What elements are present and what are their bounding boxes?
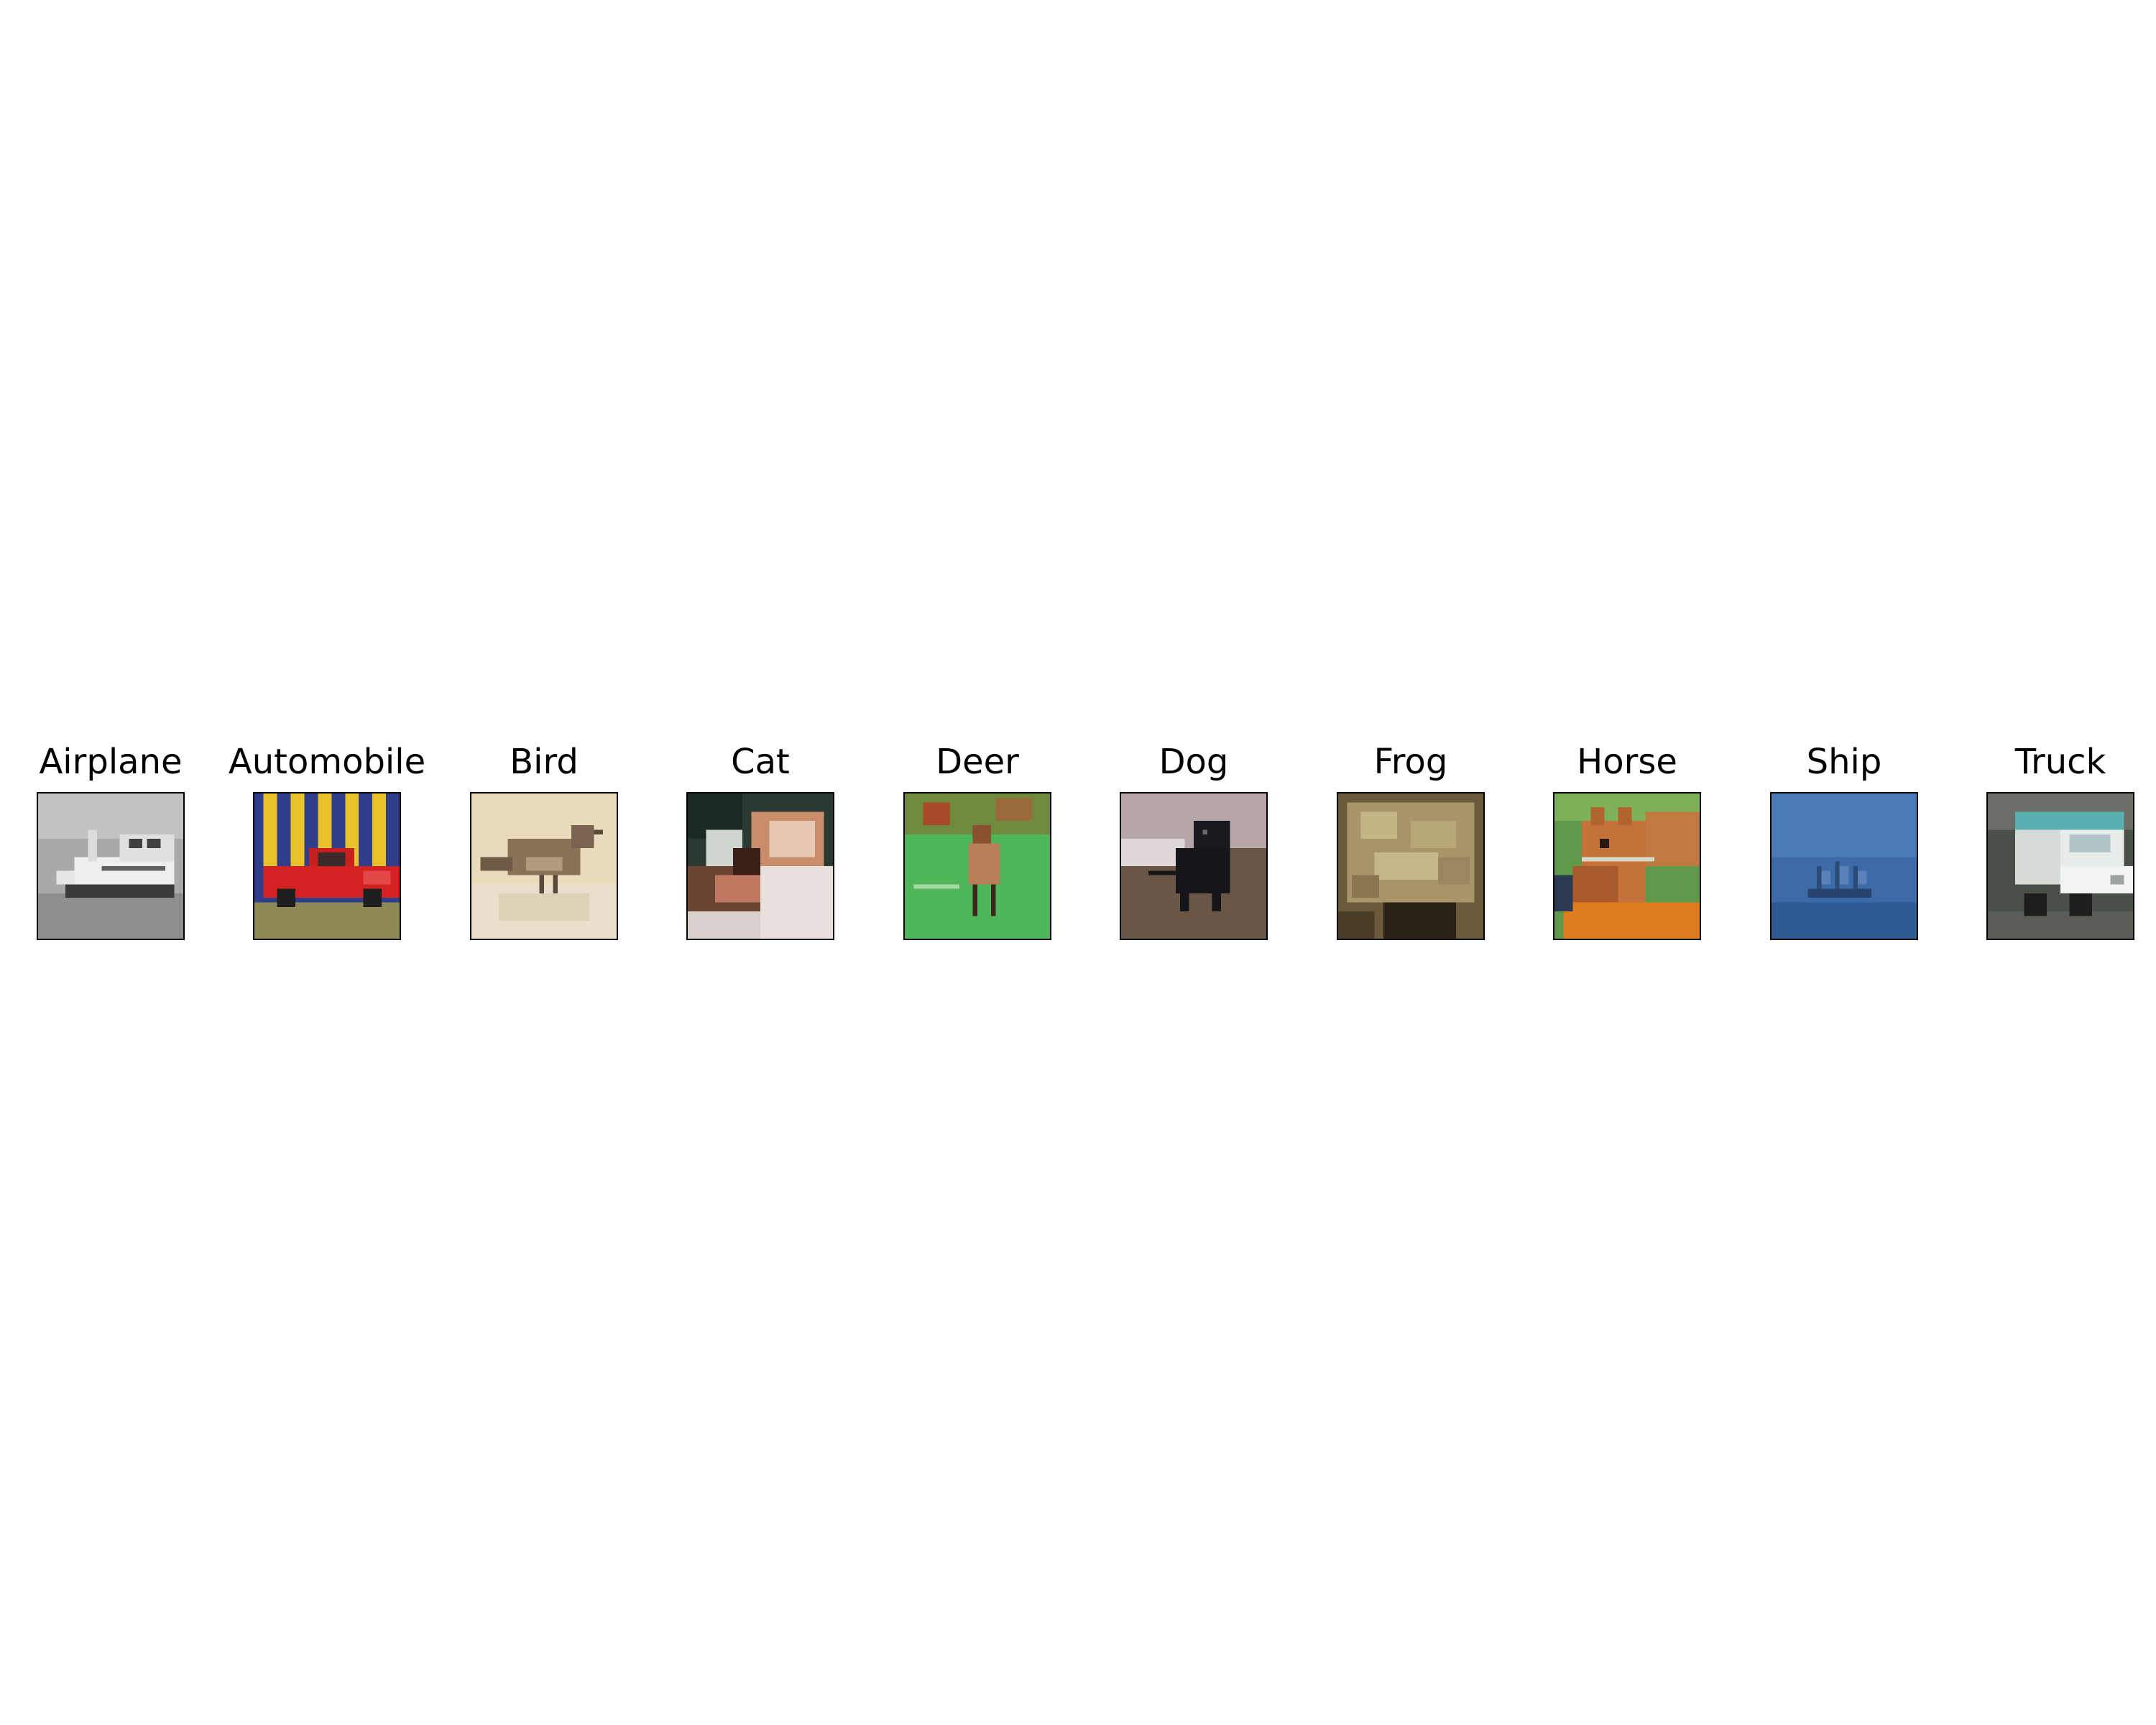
panel-title: Dog <box>1158 742 1229 782</box>
panel-title: Deer <box>936 742 1019 782</box>
panel-title: Automobile <box>228 742 426 782</box>
bird-image <box>470 792 618 940</box>
panel-title: Ship <box>1806 742 1882 782</box>
panel-title: Frog <box>1373 742 1448 782</box>
cat-image <box>686 792 834 940</box>
truck-image <box>1986 792 2134 940</box>
frog-image <box>1337 792 1485 940</box>
ship-image <box>1770 792 1918 940</box>
panel-title: Horse <box>1577 742 1677 782</box>
dog-image <box>1120 792 1268 940</box>
panel-title: Airplane <box>39 742 183 782</box>
panel-title: Truck <box>2014 742 2106 782</box>
panel-title: Cat <box>731 742 790 782</box>
automobile-image <box>253 792 401 940</box>
horse-image <box>1553 792 1701 940</box>
airplane-image <box>37 792 185 940</box>
deer-image <box>903 792 1051 940</box>
panel-title: Bird <box>510 742 579 782</box>
